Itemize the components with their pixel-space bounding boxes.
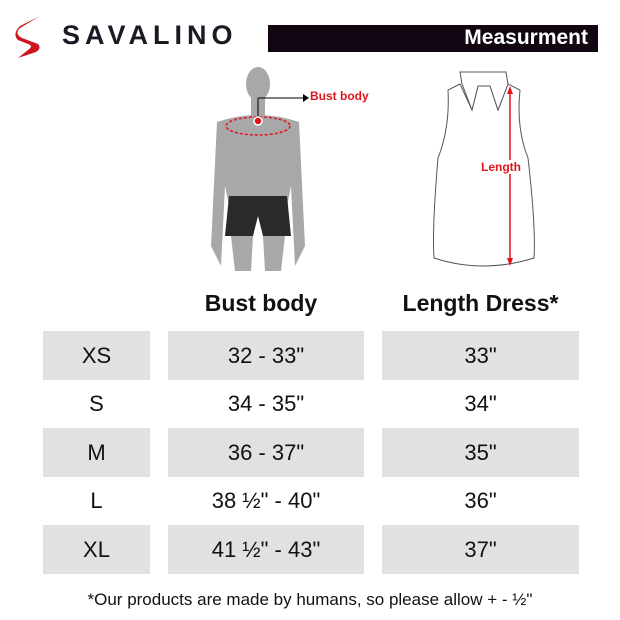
- cell-length: 35": [382, 428, 579, 477]
- banner-title: Measurment: [464, 26, 588, 49]
- cell-bust: 38 ½" - 40": [211, 488, 321, 513]
- cell-length: 33": [382, 331, 579, 380]
- cell-bust: 36 - 37": [168, 428, 364, 477]
- brand-name: SAVALINO: [62, 20, 238, 50]
- brand-logo-icon: [15, 16, 40, 58]
- header-length: Length Dress*: [402, 290, 559, 316]
- cell-size: L: [90, 488, 103, 513]
- dress-figure: [433, 71, 535, 267]
- cell-size: XS: [43, 331, 150, 380]
- cell-length: 37": [382, 525, 579, 574]
- header-bust: Bust body: [204, 290, 318, 316]
- cell-length: 36": [464, 488, 497, 513]
- cell-bust: 32 - 33": [168, 331, 364, 380]
- length-label: Length: [481, 160, 521, 174]
- cell-length: 34": [464, 391, 497, 416]
- title-banner: Measurment: [268, 25, 598, 52]
- body-figure: [211, 67, 309, 271]
- cell-size: S: [89, 391, 104, 416]
- footnote: *Our products are made by humans, so ple…: [87, 590, 533, 609]
- cell-size: XL: [43, 525, 150, 574]
- cell-bust: 41 ½" - 43": [168, 525, 364, 574]
- cell-bust: 34 - 35": [227, 391, 305, 416]
- cell-size: M: [43, 428, 150, 477]
- bust-label: Bust body: [310, 89, 369, 103]
